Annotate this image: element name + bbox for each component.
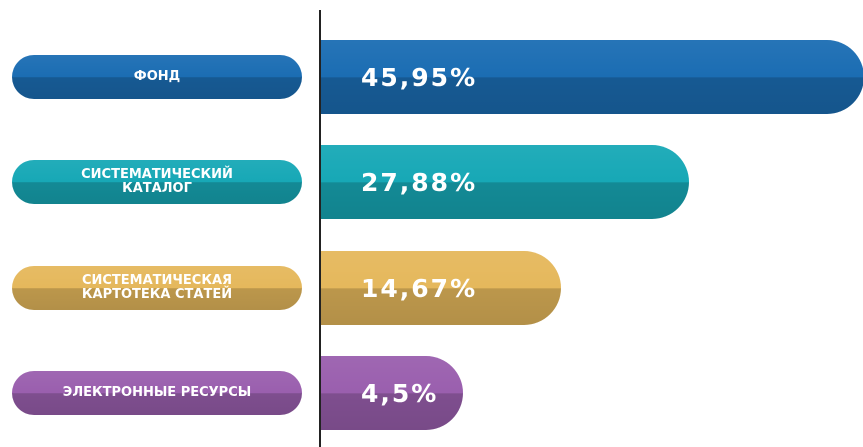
category-label: СИСТЕМАТИЧЕСКИЙ КАТАЛОГ xyxy=(12,160,302,204)
axis-line xyxy=(319,10,321,447)
bar: 27,88% xyxy=(321,145,689,219)
category-label: ФОНД xyxy=(12,55,302,99)
bar: 45,95% xyxy=(321,40,863,114)
bar: 14,67% xyxy=(321,251,562,325)
bar: 4,5% xyxy=(321,356,463,430)
category-label: ЭЛЕКТРОННЫЕ РЕСУРСЫ xyxy=(12,371,302,415)
category-label: СИСТЕМАТИЧЕСКАЯ КАРТОТЕКА СТАТЕЙ xyxy=(12,266,302,310)
